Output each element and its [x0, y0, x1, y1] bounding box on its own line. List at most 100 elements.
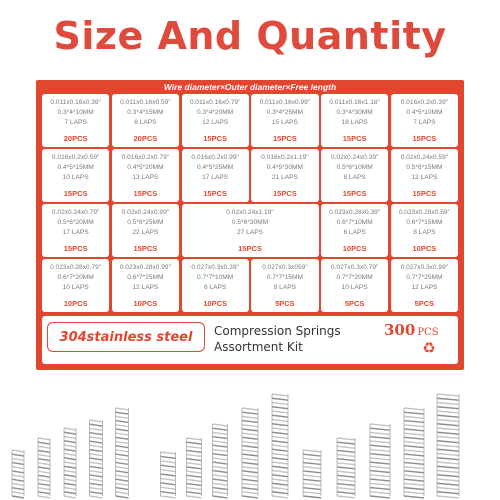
- size-cell-quantity: 10PCS: [63, 299, 88, 308]
- spring-icon: [369, 423, 391, 499]
- size-cell-inch: 0.016x0.2x0.39": [400, 99, 449, 106]
- spring-icon: [271, 393, 289, 499]
- size-cell: 0.023x0.28x0.59" 0.6*7*15MM 8 LAPS 10PCS: [390, 204, 458, 257]
- size-cell-quantity: 15PCS: [342, 188, 367, 198]
- size-cell: 0.023x0.28x0.39" 0.6*7*10MM 6 LAPS 10PCS: [321, 204, 389, 257]
- size-cell-inch: 0.011x0.16x0.39": [50, 99, 101, 106]
- size-cell-mm: 0.4*5*15MM: [57, 164, 94, 172]
- size-cell: 0.02x0.24x0.59" 0.5*6*15MM 12 LAPS 15PCS: [390, 149, 458, 202]
- size-cell-laps: 15 LAPS: [271, 119, 298, 126]
- size-cell-laps: 13 LAPS: [132, 174, 159, 182]
- kit-title-line2: Assortment Kit: [214, 340, 303, 354]
- size-cell-inch: 0.027x0.3x0.39": [191, 264, 239, 272]
- size-cell-laps: 10 LAPS: [341, 284, 368, 292]
- spring-icon: [241, 407, 259, 499]
- spring-size-grid: 0.011x0.16x0.39" 0.3*4*10MM 7 LAPS 20PCS 0.0…: [42, 94, 458, 312]
- size-cell-inch: 0.023x0.28x0.99": [119, 264, 171, 272]
- size-cell-quantity: 15PCS: [272, 133, 297, 143]
- size-cell-mm: 0.7*7*10MM: [196, 274, 234, 282]
- size-cell-quantity: 15PCS: [133, 188, 158, 198]
- size-cell-inch: 0.011x0.16x0.59": [120, 99, 171, 106]
- spring-icon: [89, 419, 103, 499]
- size-cell-inch: 0.02x0.24x0.59": [400, 154, 449, 162]
- size-cell-laps: 6 LAPS: [343, 229, 366, 237]
- size-cell-laps: 22 LAPS: [132, 229, 159, 237]
- kit-title-line1: Compression Springs: [214, 324, 341, 338]
- size-cell: 0.016x0.2x1.19" 0.4*5*30MM 21 LAPS 15PCS: [251, 149, 319, 202]
- spring-icon: [212, 423, 228, 499]
- size-cell-laps: 8 LAPS: [273, 284, 297, 292]
- size-cell-mm: 0.4*5*20MM: [127, 164, 164, 172]
- size-cell-mm: 0.6*7*10MM: [336, 219, 373, 227]
- size-cell-mm: 0.6*7*25MM: [127, 274, 164, 282]
- size-cell-quantity: 15PCS: [412, 133, 437, 143]
- size-cell-mm: 0.5*6*25MM: [127, 219, 164, 227]
- spring-icon: [115, 407, 129, 499]
- size-cell-quantity: 15PCS: [63, 188, 88, 198]
- size-cell-quantity: 15PCS: [203, 133, 227, 143]
- size-cell-mm: 0.3*4*30MM: [336, 109, 373, 116]
- size-cell-quantity: 20PCS: [63, 133, 88, 143]
- kit-info-panel: 304stainless steel Compression Springs A…: [42, 316, 458, 364]
- size-cell-quantity: 10PCS: [203, 299, 227, 308]
- size-cell-quantity: 15PCS: [133, 243, 158, 253]
- spring-icon: [63, 427, 77, 499]
- size-cell: 0.016x0.2x0.39" 0.4*5*10MM 7 LAPS 15PCS: [390, 94, 458, 147]
- size-cell: 0.027x0.3x059" 0.7*7*15MM 8 LAPS 5PCS: [251, 259, 319, 312]
- size-cell: 0.023x0.28x0.79" 0.6*7*20MM 10 LAPS 10PCS: [42, 259, 110, 312]
- table-header-label: Wire diameter×Outer diameter×Free length: [163, 82, 337, 92]
- size-cell-laps: 7 LAPS: [64, 119, 87, 126]
- size-cell-quantity: 10PCS: [412, 243, 437, 253]
- size-cell-mm: 0.3*4*20MM: [196, 109, 234, 116]
- size-cell-mm: 0.7*7*25MM: [406, 274, 443, 282]
- size-cell-inch: 0.016x0.2x1.19": [261, 154, 309, 162]
- size-cell-laps: 10 LAPS: [62, 284, 89, 292]
- total-count-unit: PCS: [417, 327, 439, 338]
- material-badge: 304stainless steel: [47, 322, 205, 352]
- kit-title: Compression Springs Assortment Kit: [214, 323, 384, 355]
- spring-icon: [186, 437, 202, 499]
- size-cell-laps: 17 LAPS: [62, 229, 89, 237]
- size-cell-mm: 0.4*5*30MM: [266, 164, 304, 172]
- size-cell-quantity: 10PCS: [342, 243, 367, 253]
- size-cell: 0.016x0.2x0.59" 0.4*5*15MM 10 LAPS 15PCS: [42, 149, 110, 202]
- size-cell: 0.011x0.16x1.18" 0.3*4*30MM 18 LAPS 15PCS: [321, 94, 389, 147]
- size-cell-mm: 0.6*7*20MM: [57, 274, 94, 282]
- size-cell-quantity: 20PCS: [133, 133, 158, 143]
- size-cell-laps: 6 LAPS: [203, 284, 227, 292]
- size-table-card: Wire diameter×Outer diameter×Free length…: [36, 80, 464, 370]
- size-cell-laps: 12 LAPS: [202, 119, 229, 126]
- size-cell: 0.023x0.28x0.99" 0.6*7*25MM 12 LAPS 10PCS: [111, 259, 179, 312]
- recycle-icon: ♻: [422, 340, 436, 357]
- size-cell-quantity: 15PCS: [342, 133, 367, 143]
- size-cell-quantity: 15PCS: [272, 188, 297, 198]
- size-cell-quantity: 15PCS: [238, 243, 262, 253]
- size-cell-inch: 0.023x0.28x0.39": [329, 209, 381, 217]
- total-count-value: 300: [384, 321, 416, 339]
- size-cell-laps: 17 LAPS: [202, 174, 229, 182]
- size-cell: 0.011x0.16x0.99" 0.3*4*25MM 15 LAPS 15PCS: [251, 94, 319, 147]
- size-cell-mm: 0.7*7*15MM: [266, 274, 304, 282]
- size-cell: 0.011x0.16x0.59" 0.3*4*15MM 8 LAPS 20PCS: [111, 94, 179, 147]
- size-cell-laps: 27 LAPS: [236, 229, 264, 237]
- spring-icon: [160, 451, 176, 499]
- size-cell-mm: 0.3*4*10MM: [57, 109, 94, 116]
- size-cell-quantity: 5PCS: [344, 299, 365, 308]
- size-cell-mm: 0.4*5*10MM: [406, 109, 443, 116]
- size-cell-mm: 0.5*6*30MM: [231, 219, 269, 227]
- size-cell-inch: 0.016x0.2x0.99": [191, 154, 239, 162]
- size-cell-inch: 0.023x0.28x0.59": [398, 209, 450, 217]
- size-cell: 0.016x0.2x0.79" 0.4*5*20MM 13 LAPS 15PCS: [111, 149, 179, 202]
- size-cell-mm: 0.4*5*25MM: [196, 164, 234, 172]
- headline: Size And Quantity: [53, 14, 447, 58]
- size-cell-inch: 0.02x0.24x0.99": [121, 209, 170, 217]
- spring-icon: [302, 449, 322, 499]
- size-cell: 0.02x0.24x0.79" 0.5*6*20MM 17 LAPS 15PCS: [42, 204, 110, 257]
- size-cell-mm: 0.5*6*20MM: [57, 219, 94, 227]
- size-cell-quantity: 15PCS: [412, 188, 437, 198]
- size-cell-inch: 0.011x0.16x0.99": [259, 99, 311, 106]
- spring-icon: [336, 437, 356, 499]
- size-cell-laps: 21 LAPS: [271, 174, 298, 182]
- size-cell-quantity: 5PCS: [275, 299, 295, 308]
- spring-icon: [11, 449, 25, 499]
